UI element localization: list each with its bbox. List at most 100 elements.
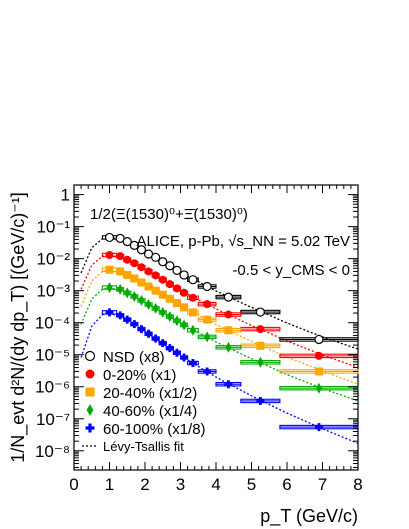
data-point bbox=[166, 311, 173, 323]
data-point bbox=[173, 315, 180, 327]
data-point bbox=[188, 293, 197, 302]
axes: 0 1 2 3 4 5 6 7 8 1 10⁻¹ 10⁻² 10⁻³ 10⁻⁴ 10⁻⁵ 10⁻⁶ 10⁻⁷ 10… bbox=[8, 185, 363, 527]
legend: NSD (x8)0-20% (x1)20-40% (x1/2)40-60% (x… bbox=[82, 349, 206, 454]
data-point bbox=[123, 315, 132, 324]
y-tick-label: 10⁻⁷ bbox=[36, 410, 70, 429]
legend-marker bbox=[85, 423, 95, 433]
data-point bbox=[130, 259, 139, 268]
data-point bbox=[116, 267, 125, 276]
x-axis-title: p_T (GeV/c) bbox=[260, 506, 358, 527]
data-point bbox=[203, 300, 212, 309]
legend-marker bbox=[85, 369, 95, 379]
data-point bbox=[117, 283, 124, 295]
data-point bbox=[158, 257, 168, 267]
data-point bbox=[172, 284, 181, 293]
data-point bbox=[314, 367, 323, 376]
data-point bbox=[315, 382, 322, 394]
legend-label: 0-20% (x1) bbox=[103, 367, 176, 384]
data-point bbox=[314, 423, 323, 432]
data-point bbox=[151, 334, 160, 343]
y-tick-label: 10⁻⁵ bbox=[35, 346, 70, 365]
data-point bbox=[256, 396, 265, 405]
x-tick-label: 4 bbox=[211, 475, 220, 494]
data-point bbox=[151, 252, 161, 262]
data-point bbox=[145, 299, 152, 311]
x-tick-label: 3 bbox=[176, 475, 185, 494]
data-point bbox=[144, 267, 153, 276]
x-tick-label: 8 bbox=[353, 475, 362, 494]
data-point bbox=[104, 232, 115, 243]
data-point bbox=[188, 308, 197, 317]
y-tick-label: 10⁻³ bbox=[36, 282, 70, 301]
data-point bbox=[314, 351, 323, 360]
legend-label: 40-60% (x1/4) bbox=[103, 403, 197, 420]
data-point bbox=[180, 288, 189, 297]
data-point bbox=[105, 265, 114, 274]
legend-marker bbox=[85, 387, 95, 397]
legend-marker bbox=[86, 404, 94, 416]
data-point bbox=[204, 331, 211, 343]
data-point bbox=[257, 356, 264, 368]
data-point bbox=[123, 270, 132, 279]
x-tick-label: 0 bbox=[69, 475, 78, 494]
data-point bbox=[152, 302, 159, 314]
data-point bbox=[122, 237, 132, 247]
data-point bbox=[165, 280, 174, 289]
data-point bbox=[223, 292, 234, 302]
x-tick-label: 2 bbox=[140, 475, 149, 494]
data-point bbox=[116, 252, 125, 261]
data-point bbox=[202, 281, 212, 292]
data-point bbox=[136, 245, 147, 255]
y-tick-label: 10⁻² bbox=[36, 250, 70, 269]
data-point bbox=[106, 282, 113, 294]
y-tick-label: 10⁻⁶ bbox=[35, 378, 70, 397]
data-point bbox=[189, 324, 196, 336]
data-point bbox=[203, 367, 212, 376]
data-point bbox=[124, 287, 131, 299]
legend-label: NSD (x8) bbox=[103, 349, 165, 366]
annotations: 1/2(Ξ(1530)⁰+Ξ̄(1530)⁰) ALICE, p-Pb, √s_N… bbox=[90, 206, 350, 279]
data-point bbox=[181, 319, 188, 331]
x-tick-label: 6 bbox=[282, 475, 291, 494]
legend-fit-label: Lévy-Tsallis fit bbox=[103, 439, 184, 454]
data-point bbox=[172, 348, 181, 357]
data-point bbox=[137, 325, 146, 334]
data-point bbox=[158, 290, 167, 299]
data-point bbox=[255, 307, 265, 317]
data-point bbox=[180, 303, 189, 312]
x-tick-label: 1 bbox=[105, 475, 114, 494]
data-point bbox=[224, 310, 233, 319]
data-point bbox=[225, 341, 232, 353]
data-point bbox=[151, 271, 160, 280]
legend-label: 60-100% (x1/8) bbox=[103, 421, 206, 438]
data-point bbox=[165, 294, 174, 303]
data-point bbox=[144, 329, 153, 338]
y-tick-label: 1 bbox=[61, 186, 70, 205]
data-point bbox=[123, 255, 132, 264]
data-point bbox=[179, 270, 189, 280]
data-point bbox=[129, 240, 139, 250]
data-point bbox=[130, 320, 139, 329]
data-point bbox=[105, 251, 114, 260]
data-point bbox=[188, 359, 197, 368]
data-point bbox=[203, 315, 212, 324]
particle-label: 1/2(Ξ(1530)⁰+Ξ̄(1530)⁰) bbox=[90, 206, 248, 223]
data-point bbox=[137, 263, 146, 272]
data-point bbox=[116, 311, 125, 320]
legend-marker bbox=[84, 350, 96, 362]
y-axis-title: 1/N_evt d²N/(dy dp_T) [(GeV/c)⁻¹] bbox=[8, 192, 29, 463]
data-point bbox=[188, 275, 198, 285]
data-point bbox=[131, 290, 138, 302]
y-tick-label: 10⁻⁸ bbox=[35, 442, 70, 461]
data-point bbox=[224, 326, 233, 335]
data-point bbox=[105, 308, 114, 317]
data-point bbox=[151, 286, 160, 295]
data-point bbox=[159, 306, 166, 318]
data-point bbox=[158, 275, 167, 284]
data-point bbox=[144, 282, 153, 291]
data-point bbox=[137, 278, 146, 287]
x-tick-label: 5 bbox=[247, 475, 256, 494]
legend-label: 20-40% (x1/2) bbox=[103, 385, 197, 402]
data-point bbox=[138, 294, 145, 306]
